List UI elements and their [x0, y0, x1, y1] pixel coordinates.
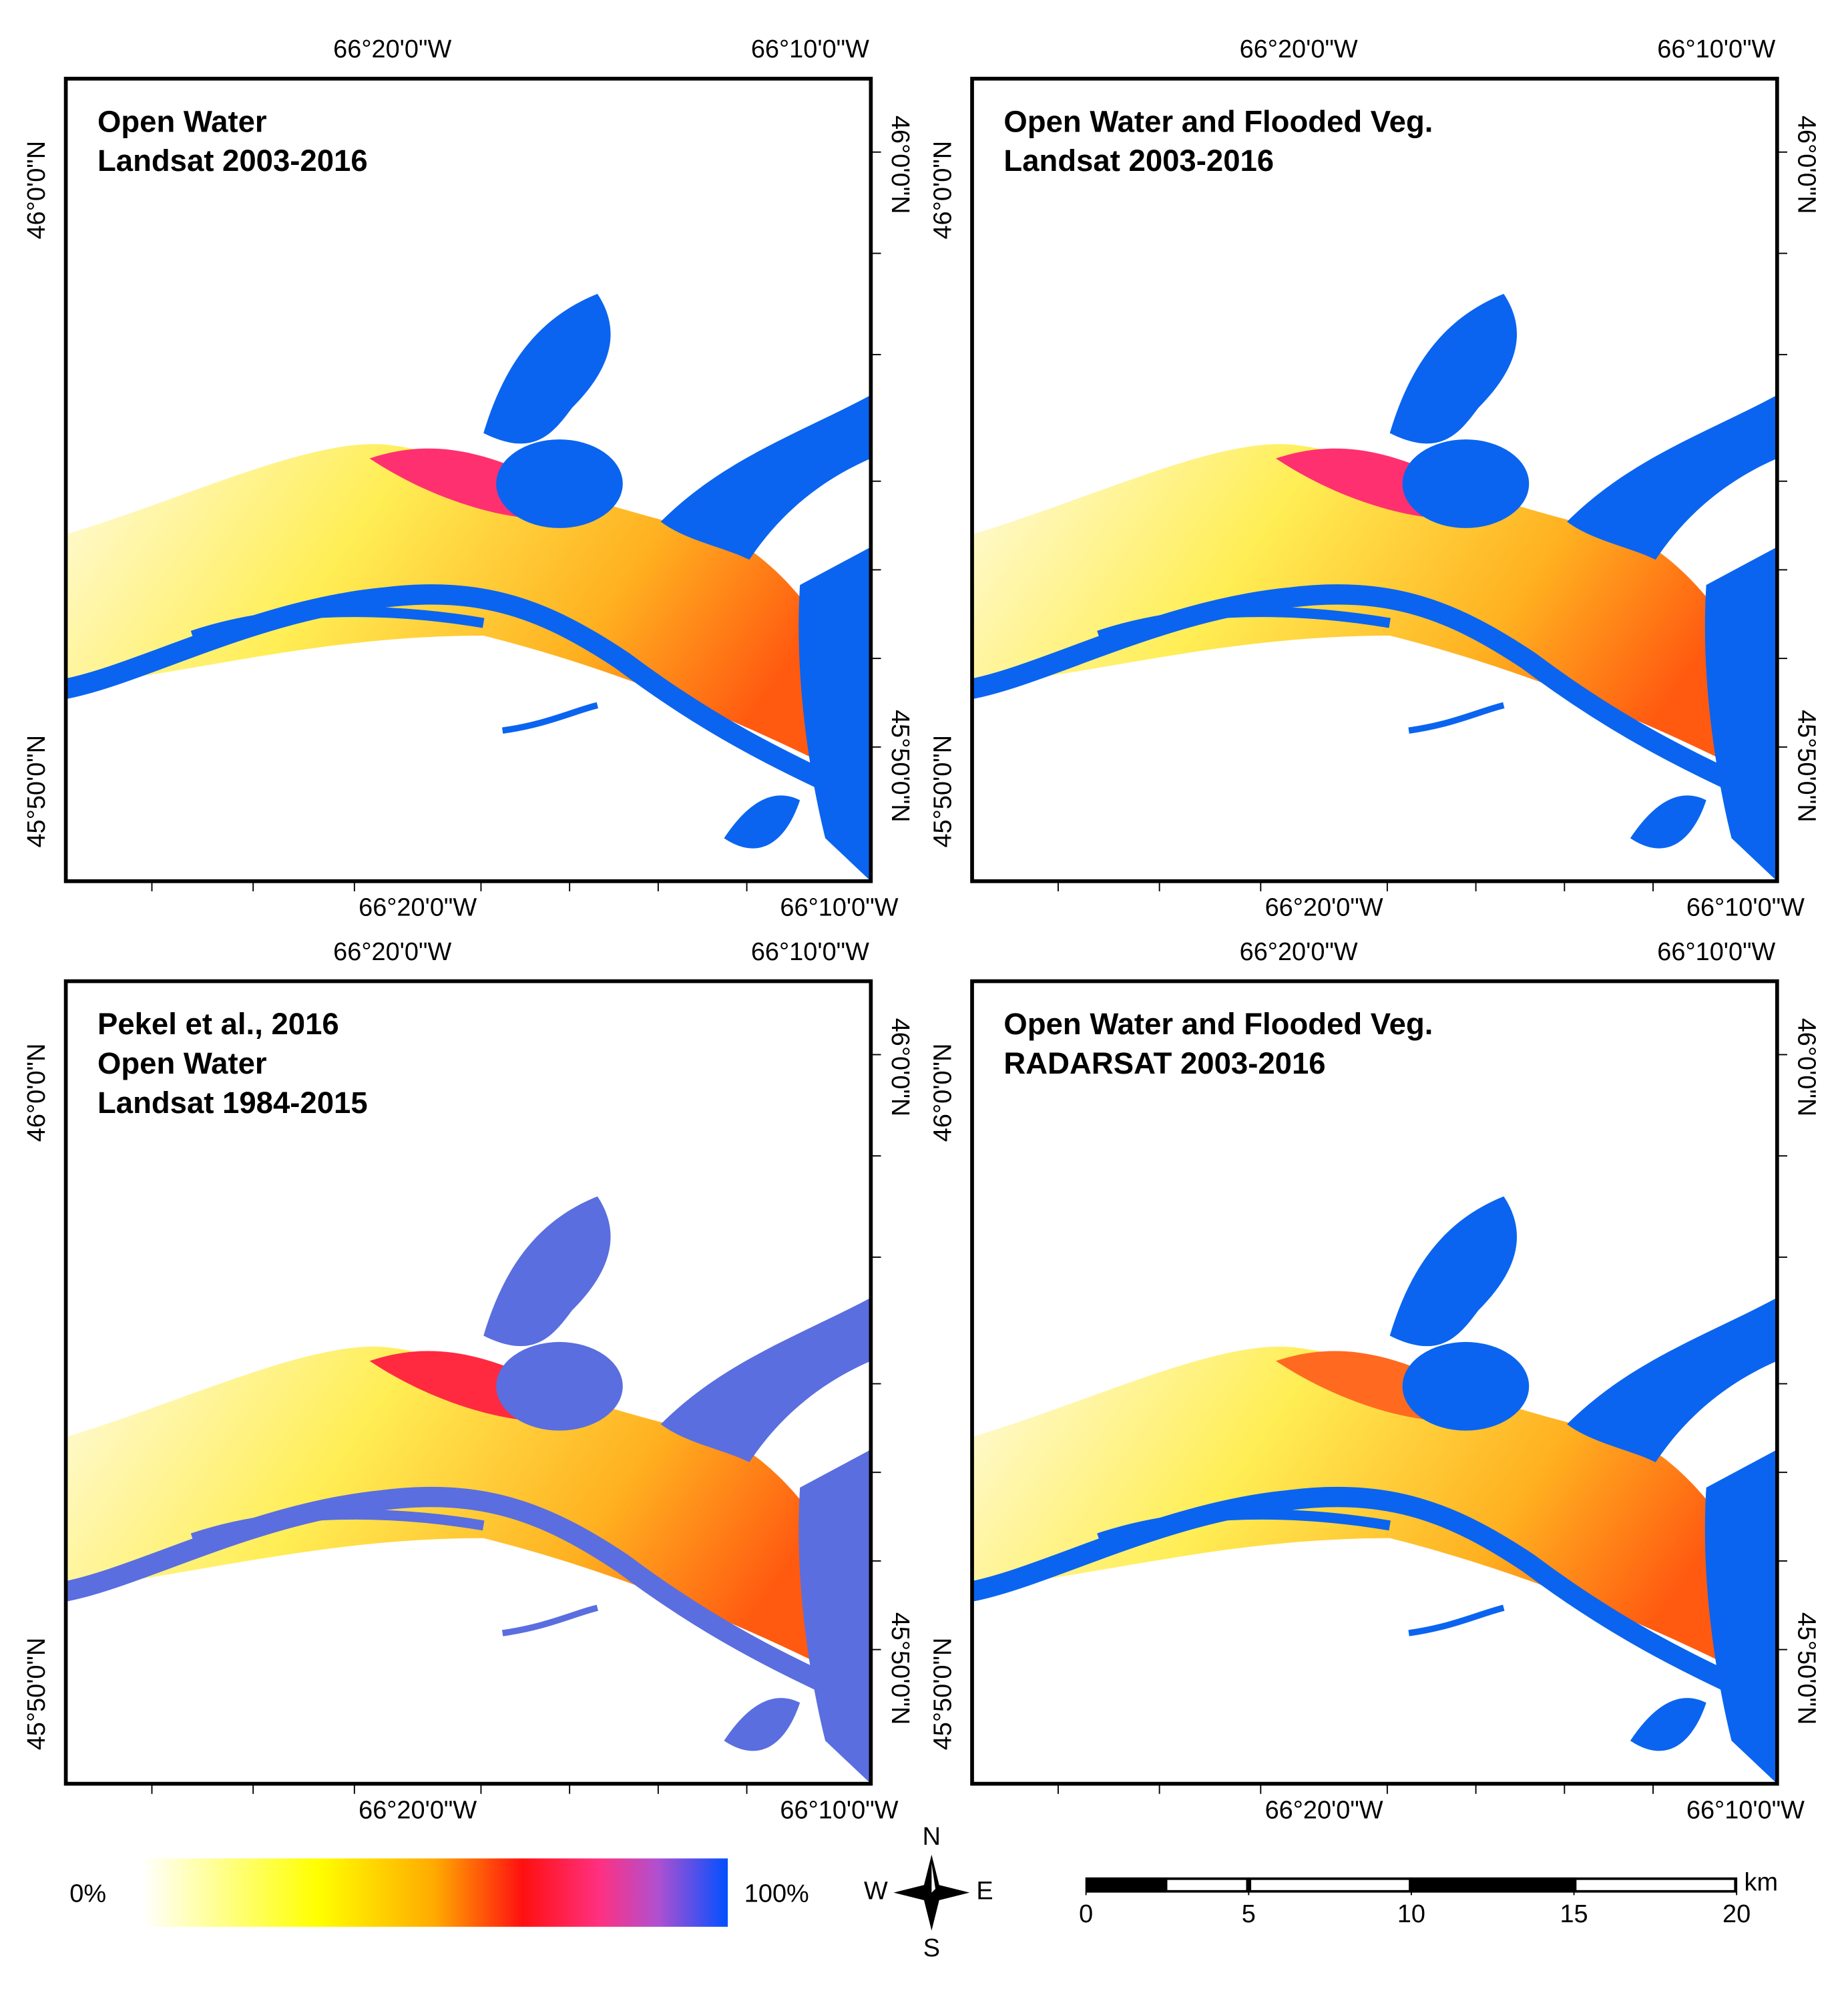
latitude-label: 45°50'0"N [886, 1612, 914, 1725]
panel-title: Open Water [97, 104, 267, 138]
latitude-label: 45°50'0"N [886, 710, 914, 823]
panel-title: RADARSAT 2003-2016 [1003, 1046, 1325, 1080]
map-image [66, 294, 871, 881]
compass-w: W [864, 1877, 888, 1906]
panel-title: Pekel et al., 2016 [97, 1007, 339, 1041]
map-image [66, 1196, 871, 1784]
compass: N S W E [864, 1823, 993, 1962]
color-bar [142, 1858, 728, 1927]
longitude-label: 66°20'0"W [1240, 938, 1358, 966]
longitude-label: 66°20'0"W [359, 1796, 477, 1824]
scale-bar-label: 10 [1397, 1900, 1425, 1928]
scale-bar-label: 0 [1079, 1900, 1093, 1928]
scale-bar-label: 5 [1242, 1900, 1256, 1928]
longitude-label: 66°20'0"W [1265, 1796, 1383, 1824]
panel-title: Landsat 2003-2016 [97, 144, 368, 178]
panel-frame [63, 979, 873, 1786]
longitude-label: 66°20'0"W [333, 35, 451, 63]
longitude-label: 66°10'0"W [780, 1796, 898, 1824]
panel-title: Open Water and Flooded Veg. [1003, 104, 1433, 138]
longitude-label: 66°20'0"W [1240, 35, 1358, 63]
longitude-label: 66°10'0"W [1657, 35, 1775, 63]
latitude-label: 46°0'0"N [23, 141, 51, 240]
panel-frame [970, 76, 1779, 883]
latitude-label: 45°50'0"N [1793, 710, 1821, 823]
latitude-label: 46°0'0"N [23, 1044, 51, 1142]
map-image [972, 294, 1777, 881]
compass-n: N [923, 1823, 941, 1851]
scale-bar-segment [1167, 1880, 1246, 1890]
longitude-label: 66°10'0"W [780, 894, 898, 922]
panel-frame [63, 76, 873, 883]
longitude-label: 66°20'0"W [1265, 894, 1383, 922]
panel-title: Landsat 2003-2016 [1003, 144, 1274, 178]
latitude-label: 46°0'0"N [1793, 116, 1821, 214]
panel-title: Open Water and Flooded Veg. [1003, 1007, 1433, 1041]
scale-bar-segment [1251, 1880, 1409, 1890]
compass-e: E [976, 1877, 993, 1906]
scale-bar-label: 15 [1560, 1900, 1588, 1928]
scale-bar-label: 20 [1722, 1900, 1751, 1928]
compass-s: S [923, 1934, 940, 1962]
latitude-label: 45°50'0"N [929, 1638, 957, 1751]
panel-frame [970, 979, 1779, 1786]
latitude-label: 46°0'0"N [929, 1044, 957, 1142]
latitude-label: 45°50'0"N [23, 735, 51, 848]
panel-title: Open Water [97, 1046, 267, 1080]
legend-min: 0% [69, 1880, 106, 1908]
scale-bar-segment [1576, 1880, 1735, 1890]
longitude-label: 66°10'0"W [1686, 1796, 1805, 1824]
scale-unit: km [1745, 1868, 1779, 1896]
latitude-label: 46°0'0"N [1793, 1018, 1821, 1117]
latitude-label: 45°50'0"N [929, 735, 957, 848]
longitude-label: 66°20'0"W [359, 894, 477, 922]
longitude-label: 66°20'0"W [333, 938, 451, 966]
map-image [972, 1196, 1777, 1784]
latitude-label: 46°0'0"N [886, 116, 914, 214]
latitude-label: 46°0'0"N [929, 141, 957, 240]
map-panel: Open Water and Flooded Veg. RADARSAT 2003… [929, 938, 1820, 1824]
map-panel: Open Water and Flooded Veg. Landsat 2003-… [929, 35, 1820, 921]
longitude-label: 66°10'0"W [751, 938, 869, 966]
latitude-label: 46°0'0"N [886, 1018, 914, 1117]
longitude-label: 66°10'0"W [751, 35, 869, 63]
longitude-label: 66°10'0"W [1686, 894, 1805, 922]
latitude-label: 45°50'0"N [23, 1638, 51, 1751]
legend-max: 100% [744, 1880, 809, 1908]
map-panel: Pekel et al., 2016 Open Water Landsat 1984… [23, 938, 914, 1824]
map-panel: Open Water Landsat 2003-2016 66°20'0"W 66°1… [23, 35, 914, 921]
panel-title: Landsat 1984-2015 [97, 1086, 368, 1120]
longitude-label: 66°10'0"W [1657, 938, 1775, 966]
latitude-label: 45°50'0"N [1793, 1612, 1821, 1725]
